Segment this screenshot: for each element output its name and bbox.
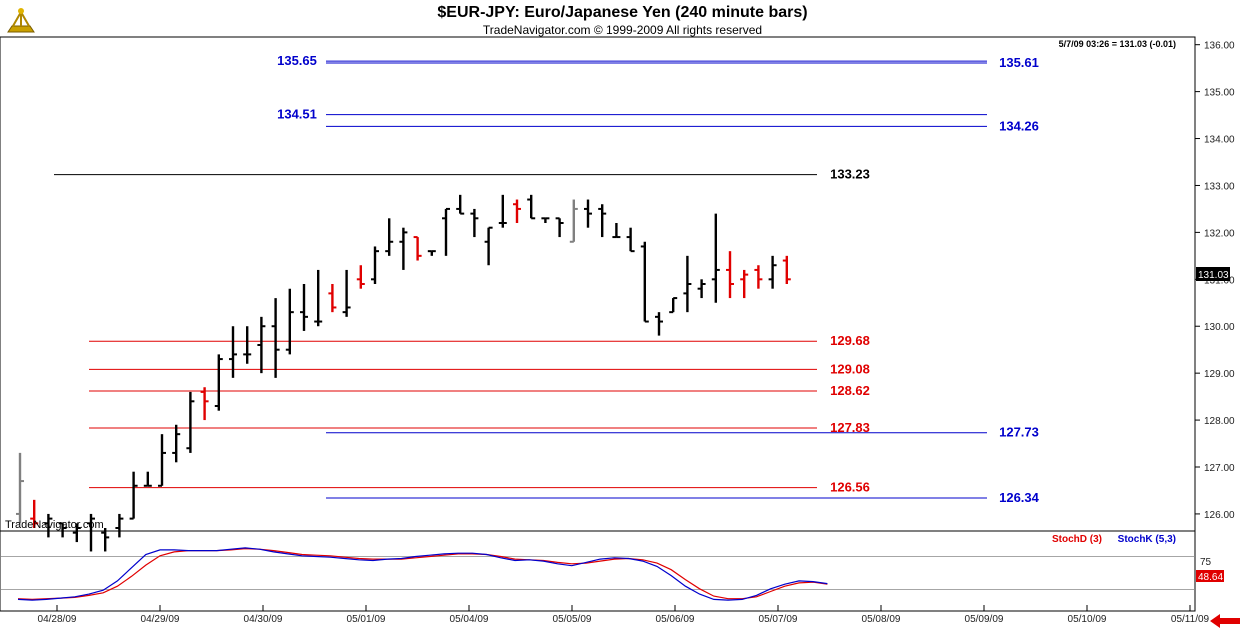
level-label: 134.26	[999, 118, 1039, 133]
last-price-label: 131.03	[1198, 270, 1229, 281]
watermark: TradeNavigator.com	[5, 519, 104, 531]
last-price-box	[1196, 267, 1230, 281]
y-tick-label: 127.00	[1204, 463, 1235, 474]
date-axis: 04/28/09 04/29/09 04/30/09 05/01/09 05/04/09…	[38, 605, 1210, 625]
level-label: 133.23	[830, 167, 870, 182]
y-tick-label: 136.00	[1204, 41, 1235, 52]
level-label: 135.61	[999, 55, 1039, 70]
x-tick-label: 05/10/09	[1068, 614, 1107, 625]
level-label: 129.08	[830, 361, 870, 376]
status-readout: 5/7/09 03:26 = 131.03 (-0.01)	[1059, 39, 1176, 49]
stochastic-panel	[0, 530, 1196, 612]
title-bar: $EUR-JPY: Euro/Japanese Yen (240 minute …	[0, 0, 1245, 40]
x-tick-label: 04/30/09	[244, 614, 283, 625]
level-label: 134.51	[277, 107, 317, 122]
x-tick-label: 05/07/09	[759, 614, 798, 625]
x-tick-label: 05/01/09	[347, 614, 386, 625]
x-tick-label: 04/29/09	[141, 614, 180, 625]
level-label: 135.65	[277, 53, 317, 68]
level-label: 127.83	[830, 420, 870, 435]
stoch-k-line	[17, 547, 828, 601]
indicator-value-label: 48.64	[1198, 572, 1223, 583]
stoch-d-line	[17, 547, 828, 601]
level-lines: 135.61 135.65 134.26 134.51 133.23 129.68 129.…	[54, 53, 1040, 505]
scroll-right-arrow-icon[interactable]	[1210, 614, 1240, 628]
indicator-value-box	[1196, 570, 1224, 582]
x-tick-label: 05/04/09	[450, 614, 489, 625]
y-tick-label: 126.00	[1204, 510, 1235, 521]
level-label: 129.68	[830, 333, 870, 348]
y-tick-label: 132.00	[1204, 228, 1235, 239]
chart-title: $EUR-JPY: Euro/Japanese Yen (240 minute …	[437, 4, 808, 21]
y-tick-label: 130.00	[1204, 322, 1235, 333]
x-tick-label: 05/05/09	[553, 614, 592, 625]
level-label: 128.62	[830, 383, 870, 398]
x-tick-label: 05/11/09	[1171, 614, 1210, 625]
x-tick-label: 05/08/09	[862, 614, 901, 625]
copyright-line: TradeNavigator.com © 1999-2009 All right…	[482, 23, 763, 37]
indicator-level-label: 75	[1200, 557, 1212, 568]
x-tick-label: 05/06/09	[656, 614, 695, 625]
y-tick-label: 128.00	[1204, 416, 1235, 427]
y-tick-label: 134.00	[1204, 135, 1235, 146]
sextant-logo-icon	[4, 6, 38, 36]
y-tick-label: 129.00	[1204, 369, 1235, 380]
price-bars	[16, 194, 791, 552]
y-tick-label: 135.00	[1204, 88, 1235, 99]
stoch-d-label: StochD (3)	[1052, 534, 1102, 545]
y-tick-label: 133.00	[1204, 181, 1235, 192]
level-label: 127.73	[999, 425, 1039, 440]
price-panel	[0, 36, 1196, 532]
level-label: 126.34	[999, 490, 1040, 505]
x-tick-label: 05/09/09	[965, 614, 1004, 625]
stochastic-lines	[1, 547, 1195, 601]
x-tick-label: 04/28/09	[38, 614, 77, 625]
stoch-k-label: StochK (5,3)	[1118, 534, 1176, 545]
level-label: 126.56	[830, 480, 870, 495]
